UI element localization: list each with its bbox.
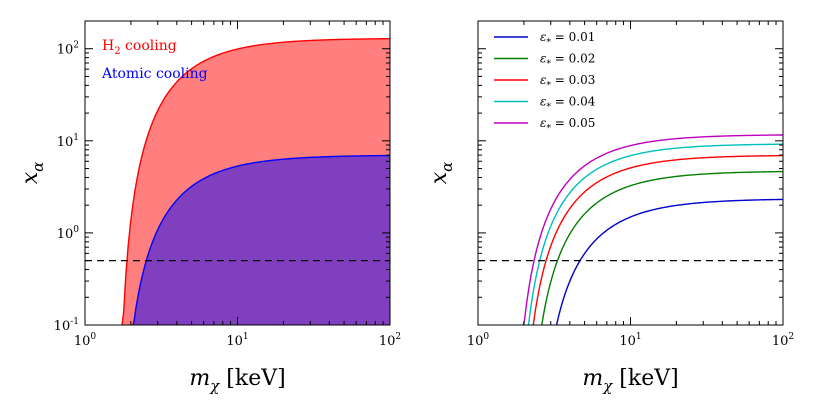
legend-h2-cooling: H2 cooling — [102, 38, 177, 57]
right-panel: ε* = 0.01ε* = 0.02ε* = 0.03ε* = 0.04ε* =… — [427, 20, 794, 395]
x-tick-label-base: 10 — [772, 334, 789, 349]
legend: ε* = 0.01ε* = 0.02ε* = 0.03ε* = 0.04ε* =… — [494, 30, 596, 134]
legend-h2-prefix: H — [102, 38, 114, 54]
legend-eps-value: 0.03 — [569, 73, 596, 87]
x-axis-label-unit: [keV] — [219, 366, 285, 391]
legend-eps-eq: = — [551, 116, 569, 130]
h2-cooling-line — [121, 37, 390, 325]
legend-eps-eq: = — [551, 52, 569, 66]
x-tick-label: 102 — [772, 332, 794, 349]
x-axis-label: mχ [keV] — [582, 366, 678, 395]
x-tick-label-exp: 1 — [636, 332, 642, 342]
x-axis-label: mχ [keV] — [189, 366, 285, 395]
legend-eps-value: 0.04 — [569, 95, 596, 109]
y-axis-label: xα — [427, 162, 456, 185]
series-line-eps-0.01 — [555, 198, 783, 325]
x-tick-label: 102 — [379, 332, 401, 349]
x-axis-label-sub: χ — [602, 377, 613, 395]
legend-eps-sub: * — [546, 38, 551, 48]
x-axis-label-sub: χ — [209, 377, 220, 395]
legend-eps-eq: = — [551, 73, 569, 87]
y-tick-label-base: 10 — [57, 135, 74, 150]
x-tick-label: 101 — [226, 332, 248, 349]
y-tick-label: 100 — [57, 225, 80, 242]
x-tick-label-base: 10 — [74, 334, 91, 349]
legend-h2-suffix: cooling — [121, 38, 177, 54]
y-axis-label: xα — [18, 162, 47, 185]
x-tick-label-exp: 1 — [243, 332, 249, 342]
legend-eps-value: 0.02 — [569, 52, 596, 66]
x-tick-label: 100 — [74, 332, 97, 349]
legend-label-eps-0.01: ε* = 0.01 — [540, 30, 595, 48]
legend-label-eps-0.03: ε* = 0.03 — [540, 73, 595, 91]
plot-area — [85, 37, 390, 325]
legend-eps-eq: = — [551, 95, 569, 109]
legend-eps-value: 0.01 — [569, 30, 596, 44]
y-tick-label-exp: 0 — [73, 225, 79, 235]
x-tick-label-exp: 2 — [395, 332, 401, 342]
y-tick-label: 102 — [57, 41, 79, 58]
series-line-eps-0.02 — [541, 170, 783, 325]
legend-eps-symbol: ε — [540, 73, 546, 87]
y-axis-label-main: x — [18, 171, 43, 184]
x-tick-label-base: 10 — [379, 334, 396, 349]
x-tick-label: 100 — [467, 332, 490, 349]
legend-eps-symbol: ε — [540, 30, 546, 44]
y-axis-label-sub: α — [29, 162, 47, 172]
plot-area — [478, 134, 783, 325]
legend-atomic-cooling: Atomic cooling — [101, 66, 208, 82]
legend-eps-eq: = — [551, 30, 569, 44]
legend-h2-sub: 2 — [114, 46, 120, 57]
legend-eps-symbol: ε — [540, 95, 546, 109]
x-tick-label-base: 10 — [467, 334, 484, 349]
x-axis-label-main: m — [582, 366, 603, 391]
y-tick-label-exp: -1 — [70, 317, 79, 327]
series-line-eps-0.05 — [522, 134, 783, 325]
x-tick-label-exp: 2 — [788, 332, 794, 342]
legend-eps-sub: * — [546, 81, 551, 91]
x-axis-label-main: m — [189, 366, 210, 391]
legend-eps-value: 0.05 — [569, 116, 596, 130]
x-tick-label-base: 10 — [226, 334, 243, 349]
plot-frame — [477, 20, 784, 326]
y-tick-label: 101 — [57, 133, 79, 150]
series-line-eps-0.04 — [527, 143, 783, 325]
y-axis-label-main: x — [427, 171, 452, 184]
atomic-cooling-line — [132, 154, 390, 325]
y-tick-label-exp: 1 — [73, 133, 79, 143]
atomic-cooling-area — [133, 155, 390, 325]
y-axis-label-sub: α — [438, 162, 456, 172]
x-tick-label-exp: 0 — [483, 332, 489, 342]
x-tick-label: 101 — [619, 332, 641, 349]
x-axis-label-unit: [keV] — [612, 366, 678, 391]
y-tick-label-exp: 2 — [73, 41, 79, 51]
legend-label-eps-0.02: ε* = 0.02 — [540, 52, 595, 70]
x-tick-label-exp: 0 — [90, 332, 96, 342]
y-tick-label-base: 10 — [57, 43, 74, 58]
legend-eps-symbol: ε — [540, 52, 546, 66]
legend-eps-sub: * — [546, 103, 551, 113]
legend-label-eps-0.04: ε* = 0.04 — [540, 95, 596, 113]
plot-frame — [84, 20, 391, 326]
y-tick-label-base: 10 — [57, 227, 74, 242]
legend-label-eps-0.05: ε* = 0.05 — [540, 116, 595, 134]
series-line-eps-0.03 — [532, 154, 783, 325]
legend-eps-sub: * — [546, 60, 551, 70]
y-tick-label: 10-1 — [54, 317, 79, 334]
legend-eps-symbol: ε — [540, 116, 546, 130]
legend-eps-sub: * — [546, 124, 551, 134]
y-tick-label-base: 10 — [54, 319, 71, 334]
x-tick-label-base: 10 — [619, 334, 636, 349]
